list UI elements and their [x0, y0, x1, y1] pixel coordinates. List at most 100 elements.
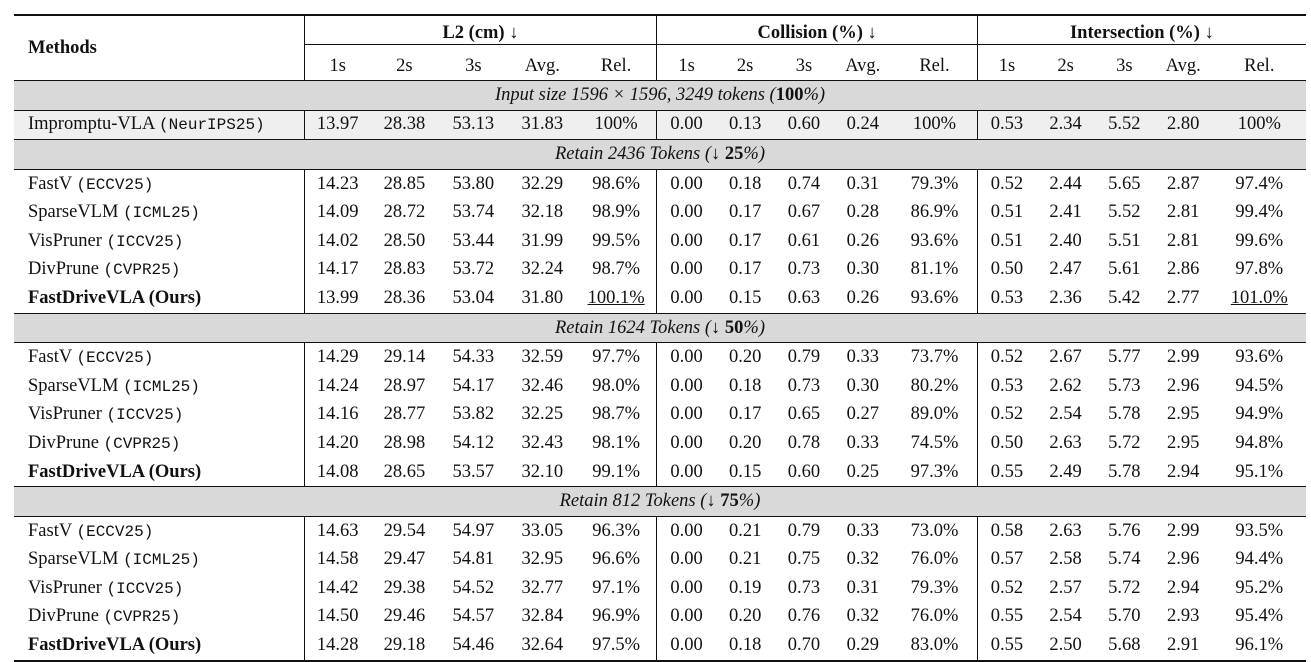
value-cell: 33.05: [508, 515, 576, 546]
value-cell: 2.54: [1049, 404, 1082, 425]
value-cell: 0.17: [728, 404, 762, 425]
value-cell: 28.65: [383, 461, 426, 482]
method-cell: FastV (ECCV25): [14, 168, 305, 199]
value-cell: 86.9%: [910, 202, 959, 223]
method-name: FastDriveVLA (Ours): [28, 635, 202, 656]
value-cell: 2.96: [1166, 549, 1200, 570]
method-name: DivPrune: [28, 606, 99, 627]
value-cell: 14.63: [303, 515, 371, 546]
value-cell: 0.60: [774, 109, 834, 140]
value-cell: 2.62: [1049, 375, 1082, 396]
value-cell: 79.3%: [892, 168, 978, 199]
subcol-header: Avg.: [1165, 55, 1201, 76]
subcol-header: 1s: [976, 52, 1037, 81]
value-cell: 29.46: [383, 606, 426, 627]
method-cell: VisPruner (ICCV25): [14, 401, 304, 430]
value-cell: 93.6%: [910, 230, 959, 251]
value-cell: 53.80: [437, 168, 509, 199]
value-cell: 5.68: [1094, 631, 1154, 662]
value-cell: 0.73: [787, 577, 821, 598]
value-cell: 97.3%: [910, 461, 959, 482]
value-cell: 96.9%: [592, 606, 640, 627]
method-venue: (ECCV25): [76, 175, 154, 194]
value-cell: 2.49: [1049, 461, 1082, 482]
value-cell: 5.78: [1108, 461, 1141, 482]
value-cell: 99.6%: [1235, 230, 1284, 251]
value-cell: 0.20: [715, 342, 775, 372]
value-cell: 95.1%: [1235, 461, 1284, 482]
value-cell: 0.32: [846, 549, 879, 570]
method-name: DivPrune: [28, 432, 99, 453]
method-cell: SparseVLM (ICML25): [14, 546, 304, 575]
method-venue: (ECCV25): [76, 522, 154, 541]
value-cell: 2.44: [1036, 168, 1095, 199]
value-cell: 0.25: [846, 461, 879, 482]
method-venue: (ECCV25): [76, 349, 154, 368]
method-venue: (ICML25): [123, 377, 200, 396]
value-cell: 2.50: [1036, 631, 1095, 662]
value-cell: 76.0%: [910, 549, 959, 570]
value-cell: 0.52: [976, 168, 1037, 199]
value-cell: 0.00: [656, 168, 716, 199]
value-cell: 0.00: [656, 226, 716, 256]
method-cell: VisPruner (ICCV25): [14, 227, 304, 256]
method-name: Imprompt​u-VLA: [28, 114, 155, 135]
value-cell: 100.1%: [587, 287, 645, 308]
subcol-header: Rel.: [600, 55, 632, 76]
value-cell: 14.24: [303, 371, 371, 401]
value-cell: 99.4%: [1235, 202, 1284, 223]
value-cell: 0.26: [846, 230, 879, 251]
intersection-group-header: Intersection (%) ↓: [976, 14, 1306, 52]
value-cell: 2.67: [1036, 342, 1095, 372]
value-cell: 96.6%: [592, 549, 640, 570]
subcol-header: Rel.: [919, 55, 950, 76]
value-cell: 0.20: [728, 432, 762, 453]
value-cell: 0.52: [976, 574, 1037, 603]
collision-group-header: Collision (%) ↓: [656, 14, 978, 52]
value-cell: 31.80: [521, 287, 564, 308]
method-name: VisPruner: [28, 230, 102, 251]
value-cell: 53.13: [437, 109, 509, 140]
value-cell: 0.75: [787, 549, 821, 570]
value-cell: 0.52: [976, 342, 1037, 372]
value-cell: 14.16: [303, 400, 371, 430]
table-row: VisPruner (ICCV25) 14.16 28.77 53.82 32.25 98…: [14, 400, 1306, 430]
subcol-header: Avg.: [524, 55, 560, 76]
method-cell: DivPrune (CVPR25): [14, 429, 304, 458]
value-cell: 14.20: [303, 429, 371, 458]
table-row: VisPruner (ICCV25) 14.02 28.50 53.44 31.99 99…: [14, 226, 1306, 256]
table-row: FastDriveVLA (Ours) 14.08 28.65 53.57 32.10 9…: [14, 457, 1306, 487]
method-venue: (ICML25): [123, 204, 200, 223]
table-row: DivPrune (CVPR25) 14.20 28.98 54.12 32.43 98.…: [14, 429, 1306, 458]
value-cell: 31.83: [508, 109, 576, 140]
value-cell: 2.54: [1049, 606, 1082, 627]
value-cell: 0.53: [976, 371, 1037, 401]
subcol-header: 3s: [795, 55, 813, 76]
table-row: FastDriveVLA (Ours) 14.28 29.18 54.46 32.64 9…: [14, 631, 1306, 662]
value-cell: 0.74: [774, 168, 834, 199]
value-cell: 0.29: [833, 631, 893, 662]
value-cell: 2.95: [1166, 432, 1200, 453]
value-cell: 2.41: [1049, 202, 1082, 223]
value-cell: 0.51: [976, 198, 1037, 227]
method-name: FastDriveVLA (Ours): [28, 287, 202, 308]
method-cell: SparseVLM (ICML25): [14, 198, 304, 227]
value-cell: 0.78: [787, 432, 821, 453]
value-cell: 0.73: [787, 259, 821, 280]
value-cell: 93.6%: [1212, 342, 1306, 372]
value-cell: 28.36: [383, 287, 426, 308]
value-cell: 0.17: [728, 259, 762, 280]
value-cell: 2.99: [1153, 342, 1213, 372]
method-cell: FastDriveVLA (Ours): [14, 458, 304, 487]
subcol-header: Rel.: [1244, 55, 1275, 76]
value-cell: 54.46: [437, 631, 509, 662]
value-cell: 2.57: [1049, 577, 1082, 598]
method-cell: FastV (ECCV25): [14, 515, 305, 546]
value-cell: 32.59: [508, 342, 576, 372]
value-cell: 99.1%: [592, 461, 640, 482]
value-cell: 2.93: [1166, 606, 1200, 627]
value-cell: 14.02: [303, 226, 371, 256]
value-cell: 0.79: [774, 515, 834, 546]
method-name: FastV: [28, 520, 72, 541]
value-cell: 13.99: [303, 284, 371, 314]
